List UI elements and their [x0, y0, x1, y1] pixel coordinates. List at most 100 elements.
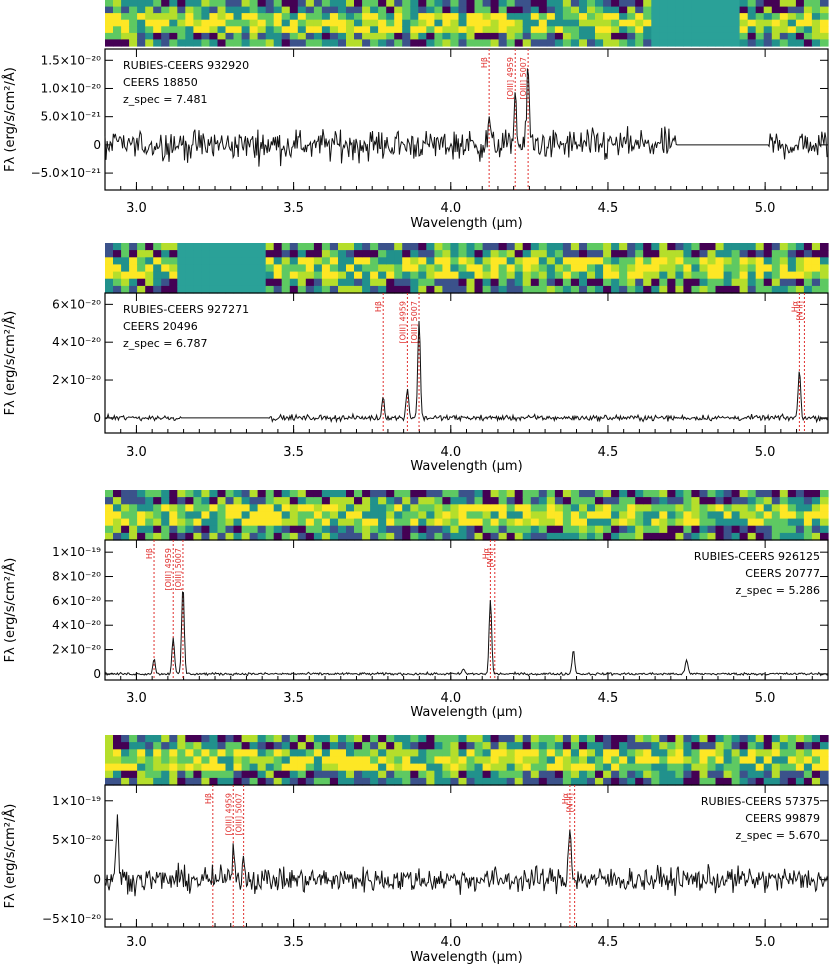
- twod-pixel: [313, 777, 323, 786]
- twod-pixel: [635, 250, 644, 258]
- twod-pixel: [538, 0, 548, 8]
- twod-pixel: [217, 19, 227, 27]
- twod-pixel: [321, 777, 331, 786]
- twod-pixel: [201, 13, 210, 21]
- y-tick-label: 0: [93, 138, 101, 152]
- twod-pixel: [442, 271, 451, 280]
- twod-pixel: [771, 770, 781, 779]
- twod-pixel: [418, 756, 427, 765]
- twod-pixel: [482, 770, 492, 779]
- twod-pixel: [506, 497, 516, 505]
- twod-pixel: [546, 250, 556, 258]
- twod-pixel: [562, 735, 572, 743]
- twod-pixel: [707, 19, 717, 27]
- twod-pixel: [434, 13, 443, 21]
- twod-pixel: [121, 525, 130, 534]
- twod-pixel: [329, 6, 339, 14]
- twod-pixel: [562, 257, 572, 265]
- twod-pixel: [659, 756, 668, 765]
- twod-pixel: [570, 518, 580, 527]
- twod-pixel: [627, 749, 636, 757]
- twod-pixel: [763, 26, 773, 34]
- info-text: CEERS 18850: [123, 76, 198, 89]
- twod-pixel: [402, 32, 411, 41]
- twod-pixel: [691, 0, 700, 8]
- twod-pixel: [129, 264, 138, 273]
- twod-pixel: [394, 285, 403, 294]
- twod-pixel: [297, 250, 307, 258]
- twod-pixel: [667, 13, 676, 21]
- twod-pixel: [498, 749, 508, 757]
- twod-pixel: [755, 742, 765, 750]
- twod-pixel: [755, 271, 765, 280]
- twod-pixel: [410, 749, 419, 757]
- twod-pixel: [185, 0, 194, 8]
- twod-pixel: [474, 250, 484, 258]
- twod-pixel: [434, 756, 443, 765]
- twod-pixel: [803, 497, 813, 505]
- twod-pixel: [755, 39, 765, 47]
- twod-pixel: [105, 511, 114, 520]
- twod-pixel: [321, 19, 331, 27]
- twod-pixel: [659, 271, 668, 280]
- twod-pixel: [297, 490, 307, 498]
- twod-pixel: [177, 518, 186, 527]
- twod-pixel: [603, 278, 612, 287]
- twod-pixel: [402, 0, 411, 8]
- twod-pixel: [378, 770, 387, 779]
- twod-pixel: [225, 0, 235, 8]
- twod-pixel: [426, 285, 435, 294]
- twod-pixel: [177, 271, 186, 280]
- twod-pixel: [699, 525, 709, 534]
- twod-pixel: [603, 271, 612, 280]
- twod-pixel: [755, 32, 765, 41]
- twod-pixel: [466, 39, 476, 47]
- twod-pixel: [659, 763, 668, 772]
- twod-pixel: [410, 756, 419, 765]
- twod-pixel: [522, 518, 532, 527]
- twod-pixel: [619, 756, 628, 765]
- twod-pixel: [554, 257, 564, 265]
- twod-pixel: [803, 777, 813, 786]
- twod-pixel: [603, 243, 612, 251]
- twod-pixel: [820, 518, 829, 527]
- twod-pixel: [370, 285, 379, 294]
- twod-pixel: [763, 271, 773, 280]
- twod-pixel: [611, 770, 620, 779]
- twod-pixel: [434, 525, 443, 534]
- twod-pixel: [450, 278, 459, 287]
- twod-pixel: [635, 243, 644, 251]
- twod-pixel: [418, 511, 427, 520]
- twod-pixel: [161, 490, 170, 498]
- twod-pixel: [402, 497, 411, 505]
- twod-pixel: [474, 763, 484, 772]
- twod-pixel: [795, 6, 805, 14]
- twod-pixel: [313, 490, 323, 498]
- twod-pixel: [803, 532, 813, 541]
- twod-pixel: [619, 777, 628, 786]
- twod-pixel: [587, 504, 596, 512]
- twod-pixel: [651, 26, 660, 34]
- twod-pixel: [225, 749, 235, 757]
- twod-pixel: [538, 504, 548, 512]
- twod-pixel: [346, 525, 355, 534]
- twod-pixel: [635, 735, 644, 743]
- twod-pixel: [370, 0, 379, 8]
- twod-pixel: [354, 6, 363, 14]
- twod-pixel: [466, 742, 476, 750]
- y-axis-label: Fλ (erg/s/cm²/Å): [2, 558, 18, 663]
- twod-pixel: [434, 264, 443, 273]
- twod-pixel: [779, 742, 789, 750]
- twod-pixel: [651, 0, 660, 8]
- twod-pixel: [546, 26, 556, 34]
- twod-pixel: [305, 250, 315, 258]
- twod-pixel: [418, 742, 427, 750]
- twod-pixel: [209, 777, 218, 786]
- twod-pixel: [410, 32, 419, 41]
- twod-pixel: [723, 278, 733, 287]
- twod-pixel: [329, 13, 339, 21]
- twod-pixel: [771, 777, 781, 786]
- twod-pixel: [113, 271, 122, 280]
- twod-pixel: [297, 278, 307, 287]
- twod-pixel: [161, 243, 170, 251]
